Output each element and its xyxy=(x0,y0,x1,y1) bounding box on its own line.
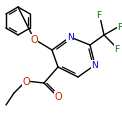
Text: O: O xyxy=(22,76,30,86)
Text: F: F xyxy=(117,23,122,32)
Text: F: F xyxy=(96,11,102,20)
Text: F: F xyxy=(114,44,120,53)
Text: N: N xyxy=(67,33,73,42)
Text: O: O xyxy=(30,35,38,45)
Text: N: N xyxy=(92,61,98,70)
Text: O: O xyxy=(54,91,62,101)
